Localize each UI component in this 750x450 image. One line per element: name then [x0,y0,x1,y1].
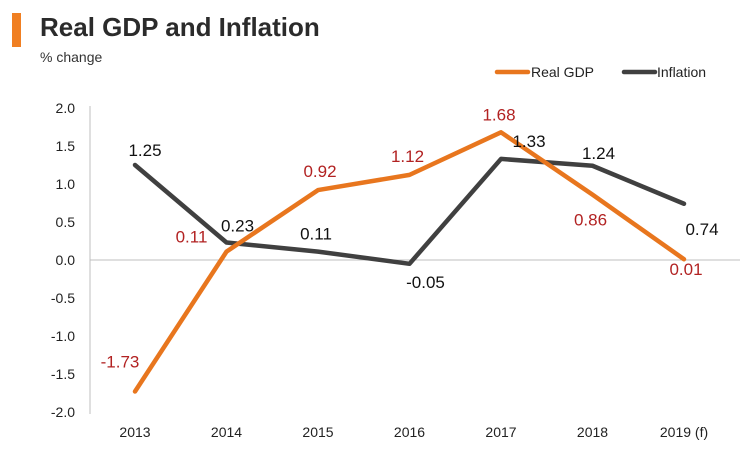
chart-title: Real GDP and Inflation [40,12,320,42]
y-tick-label: 1.5 [56,138,76,154]
inflation-data-label: 0.11 [300,225,332,244]
y-tick-label: -1.5 [51,366,75,382]
inflation-data-label: 0.23 [221,217,254,236]
inflation-data-label: 0.74 [685,220,718,239]
gdp-data-label: 0.86 [574,211,607,230]
y-tick-label: 0.5 [56,214,76,230]
x-tick-label: 2018 [577,424,608,440]
gdp-line [132,130,687,394]
legend-real-gdp-label: Real GDP [531,64,594,80]
inflation-data-label: -0.05 [406,273,445,292]
y-tick-label: -0.5 [51,290,75,306]
y-tick-label: 2.0 [56,100,76,116]
inflation-data-label: 1.25 [128,141,161,160]
y-tick-label: 1.0 [56,176,76,192]
inflation-data-label: 1.33 [512,132,545,151]
gdp-data-label: 1.12 [391,147,424,166]
gdp-data-label: 0.11 [176,228,208,247]
y-tick-label: -1.0 [51,328,75,344]
inflation-data-label: 1.24 [582,144,615,163]
y-tick-label: 0.0 [56,252,76,268]
chart-subtitle: % change [40,49,103,65]
gdp-data-label: 1.68 [482,105,515,124]
legend-inflation-label: Inflation [657,64,706,80]
x-tick-label: 2016 [394,424,425,440]
gdp-data-label: 0.92 [303,162,336,181]
y-tick-label: -2.0 [51,404,75,420]
x-tick-label: 2019 (f) [660,424,708,440]
x-tick-label: 2014 [211,424,242,440]
inflation-line [132,156,687,267]
x-tick-label: 2015 [302,424,333,440]
gdp-data-label: 0.01 [669,260,702,279]
x-tick-label: 2013 [119,424,150,440]
title-accent-bar [12,13,21,47]
x-tick-label: 2017 [485,424,516,440]
gdp-data-label: -1.73 [101,352,140,371]
